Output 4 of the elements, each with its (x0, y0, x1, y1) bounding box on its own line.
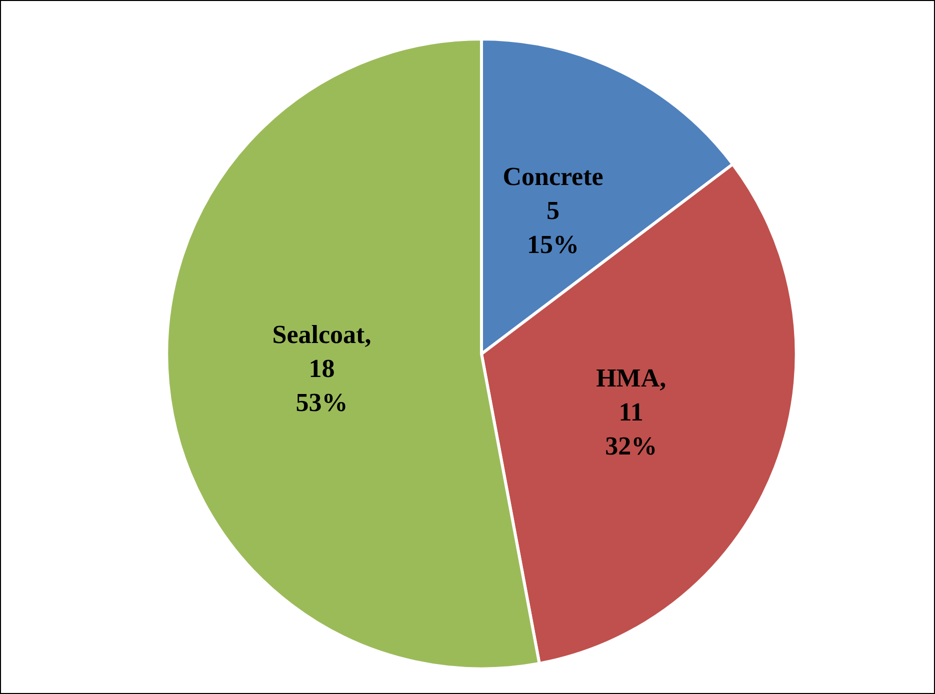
slice-label: HMA, 11 32% (596, 363, 666, 460)
slice-label: Sealcoat, 18 53% (272, 320, 372, 418)
slice-label: Concrete (502, 162, 604, 191)
data-label: 5 15% (527, 196, 580, 259)
